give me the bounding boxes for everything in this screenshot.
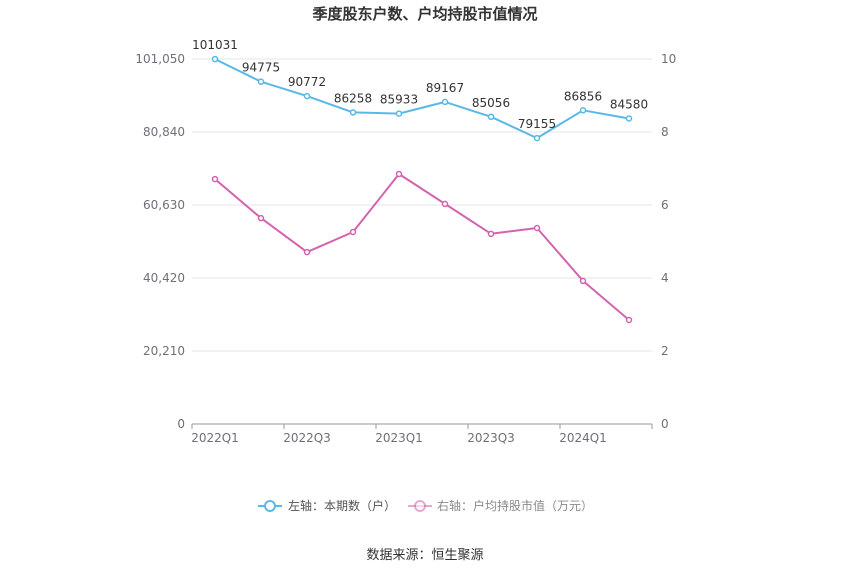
data-point-left: [533, 134, 541, 142]
data-label-left: 101031: [192, 38, 238, 52]
data-point-right: [487, 230, 495, 238]
data-label-left: 85056: [472, 96, 510, 110]
axis-layer: 0 20,210 40,420 60,630 80,840 101,050 0 2 4 6 8 10 2…: [135, 52, 676, 445]
data-point-left: [395, 110, 403, 117]
data-point-right: [211, 175, 219, 183]
x-tick-label: 2024Q1: [559, 431, 607, 445]
grid-layer: [192, 58, 652, 352]
data-point-right: [579, 277, 587, 285]
y-right-tick-label: 0: [661, 417, 669, 431]
data-point-right: [441, 200, 449, 208]
data-point-left: [211, 55, 219, 63]
data-label-left: 90772: [288, 75, 326, 89]
y-left-tick-label: 40,420: [143, 271, 185, 285]
x-tick-label: 2023Q1: [375, 431, 423, 445]
data-point-right: [625, 316, 633, 324]
data-point-left: [303, 92, 311, 100]
data-point-left: [441, 98, 449, 106]
data-label-left: 86856: [564, 89, 602, 103]
data-point-left: [579, 107, 587, 114]
y-right-tick-label: 2: [661, 344, 669, 358]
x-tick-label: 2022Q1: [191, 431, 239, 445]
legend-circle-icon: [414, 500, 426, 512]
data-point-right: [349, 228, 357, 236]
y-left-tick-label: 101,050: [135, 52, 185, 66]
y-right-tick-label: 6: [661, 198, 669, 212]
y-left-tick-label: 60,630: [143, 198, 185, 212]
data-label-left: 94775: [242, 61, 280, 75]
data-point-right: [395, 170, 403, 178]
y-left-tick-label: 20,210: [143, 344, 185, 358]
data-label-layer: 101031 94775 90772 86258 85933 89167 85056 7915…: [192, 38, 648, 131]
legend-label-right-series: 右轴：户均持股市值（万元）: [437, 498, 593, 513]
x-tick-label: 2022Q3: [283, 431, 331, 445]
data-point-right: [303, 248, 311, 256]
series-layer: [211, 55, 633, 324]
data-point-left: [257, 78, 265, 85]
y-right-tick-label: 8: [661, 125, 669, 139]
data-label-left: 86258: [334, 91, 372, 105]
legend-label-left-series: 左轴：本期数（户）: [288, 498, 396, 513]
y-right-tick-label: 10: [661, 52, 676, 66]
data-point-right: [533, 224, 541, 232]
data-point-right: [257, 214, 265, 222]
series-line-left: [214, 58, 630, 140]
legend-item-right-series[interactable]: 右轴：户均持股市值（万元）: [408, 498, 593, 513]
legend-circle-icon: [264, 500, 276, 512]
data-point-left: [487, 113, 495, 121]
data-point-left: [625, 115, 633, 122]
y-left-tick-label: 80,840: [143, 125, 185, 139]
chart-title: 季度股东户数、户均持股市值情况: [312, 5, 537, 23]
y-right-tick-label: 4: [661, 271, 669, 285]
legend-item-left-series[interactable]: 左轴：本期数（户）: [258, 498, 396, 513]
series-line-right: [214, 173, 630, 321]
data-label-left: 84580: [610, 97, 648, 111]
x-tick-label: 2023Q3: [467, 431, 515, 445]
y-left-tick-label: 0: [177, 417, 185, 431]
data-label-left: 79155: [518, 117, 556, 131]
data-source-note: 数据来源：恒生聚源: [366, 548, 483, 563]
data-label-left: 85933: [380, 93, 418, 107]
data-point-left: [349, 109, 357, 116]
data-label-left: 89167: [426, 81, 464, 95]
